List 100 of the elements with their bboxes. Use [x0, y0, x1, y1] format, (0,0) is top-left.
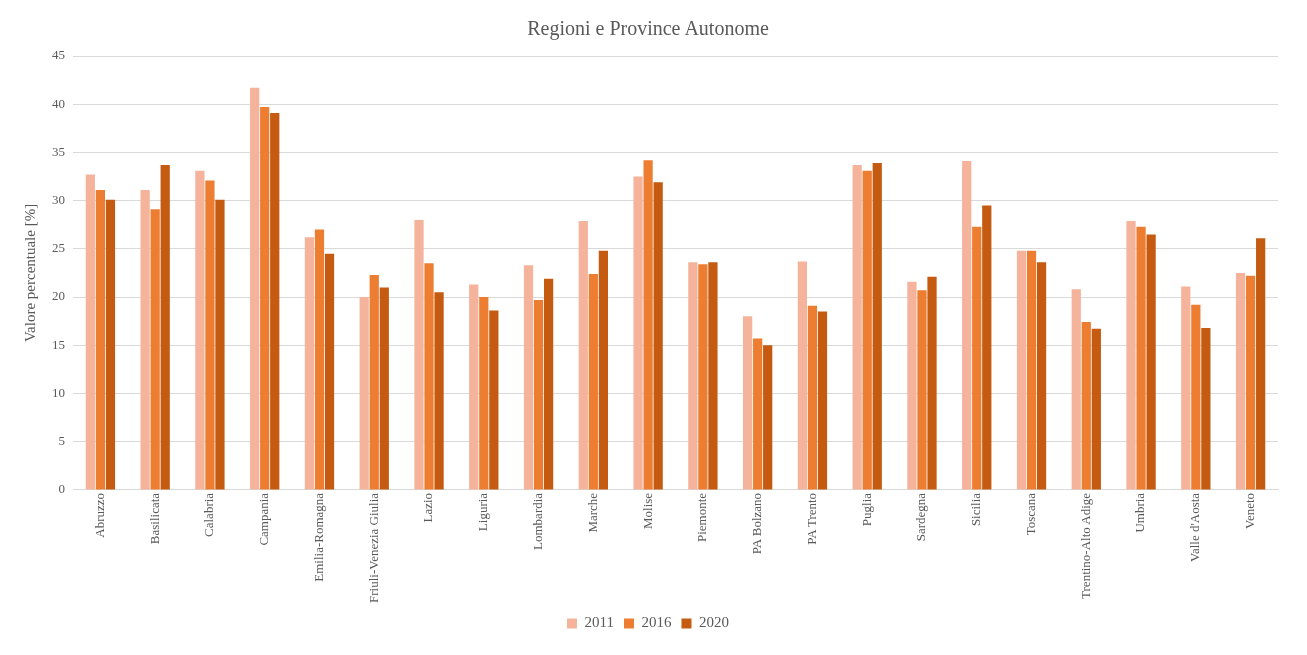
x-tick-label: Trentino-Alto Adige — [1077, 492, 1093, 599]
bar — [140, 190, 150, 490]
bar — [753, 338, 763, 490]
x-tick-label: Toscana — [1022, 492, 1038, 536]
bar — [479, 297, 489, 490]
legend-label: 2011 — [584, 614, 614, 631]
x-tick-label: Calabria — [201, 492, 217, 537]
bar — [1071, 289, 1081, 490]
bar — [270, 112, 280, 490]
bar — [1026, 250, 1037, 490]
x-tick-label: Veneto — [1242, 492, 1258, 529]
bar — [1126, 220, 1136, 490]
bar — [1191, 304, 1201, 490]
x-tick-label: Piemonte — [694, 492, 710, 542]
x-tick-label: PA Bolzano — [749, 492, 765, 555]
bar — [972, 226, 982, 490]
bar — [150, 209, 160, 490]
bar — [324, 253, 335, 490]
bar — [743, 316, 753, 490]
x-tick-label: Basilicata — [146, 492, 162, 545]
y-axis-title: Valore percentuale [%] — [21, 203, 38, 343]
x-tick-label: Puglia — [858, 492, 874, 527]
bar — [917, 290, 927, 490]
bar — [653, 182, 663, 490]
y-tick-label: 15 — [52, 336, 65, 352]
bar — [1201, 327, 1211, 490]
bar — [872, 163, 882, 490]
bar — [314, 229, 325, 490]
bar — [359, 297, 369, 490]
bar — [543, 278, 554, 490]
y-tick-label: 20 — [52, 288, 65, 304]
bar — [688, 262, 698, 490]
bar — [962, 161, 972, 490]
y-tick-label: 0 — [58, 481, 65, 497]
bar — [250, 87, 260, 490]
x-tick-label: Lombardia — [529, 492, 545, 550]
bar — [205, 180, 215, 490]
bar — [708, 262, 718, 490]
x-tick-label: PA Trento — [803, 492, 819, 545]
bar — [907, 281, 917, 490]
x-tick-label: Campania — [256, 492, 272, 546]
bar — [424, 263, 434, 490]
bar — [1256, 238, 1266, 490]
bar — [489, 310, 499, 490]
y-tick-label: 10 — [52, 384, 65, 400]
bar — [1146, 234, 1156, 490]
bar — [578, 220, 588, 490]
y-tick-label: 40 — [52, 95, 65, 111]
legend-label: 2020 — [698, 614, 729, 631]
bar — [95, 190, 106, 490]
bar — [1136, 226, 1146, 490]
bar — [862, 170, 872, 490]
x-tick-label: Umbria — [1132, 492, 1148, 533]
bar — [160, 164, 170, 490]
x-tick-label: Emilia-Romagna — [310, 492, 326, 582]
bar — [379, 287, 389, 490]
bar — [260, 107, 270, 490]
bar — [1081, 322, 1091, 490]
x-tick-label: Marche — [584, 492, 600, 533]
bar — [852, 164, 862, 490]
bar — [633, 176, 643, 490]
x-tick-label: Molise — [639, 492, 655, 530]
bar — [105, 199, 116, 490]
x-tick-label: Lazio — [420, 492, 436, 523]
y-tick-label: 45 — [52, 47, 65, 63]
x-tick-label: Sicilia — [968, 492, 984, 527]
bar — [469, 284, 479, 490]
bar — [598, 250, 608, 490]
bar — [763, 345, 773, 490]
bar — [304, 237, 315, 490]
bar — [1091, 328, 1101, 490]
bar — [523, 265, 534, 490]
bar — [698, 264, 708, 490]
x-tick-label: Abruzzo — [91, 492, 107, 538]
bar — [533, 299, 544, 490]
x-tick-label: Sardegna — [913, 492, 929, 542]
bar — [1036, 262, 1047, 490]
y-tick-label: 5 — [58, 433, 65, 449]
bar — [817, 311, 828, 490]
bar — [1245, 275, 1256, 490]
legend-label: 2016 — [641, 614, 672, 631]
bar — [369, 274, 379, 490]
y-tick-label: 25 — [52, 240, 65, 256]
bar — [982, 205, 992, 490]
bar — [1016, 250, 1027, 490]
bar — [85, 174, 95, 490]
bar — [797, 261, 808, 490]
y-tick-label: 30 — [52, 192, 65, 208]
bar — [588, 273, 598, 490]
bar — [927, 276, 937, 490]
bar — [1181, 286, 1191, 490]
x-tick-label: Valle d'Aosta — [1187, 492, 1203, 563]
bar — [195, 170, 205, 490]
bar — [1235, 272, 1246, 490]
x-tick-label: Friuli-Venezia Giulia — [365, 492, 381, 603]
y-tick-label: 35 — [52, 143, 65, 159]
chart-title: Regioni e Province Autonome — [527, 17, 769, 41]
bar — [807, 305, 818, 490]
bar — [434, 292, 444, 490]
bar — [215, 199, 225, 490]
